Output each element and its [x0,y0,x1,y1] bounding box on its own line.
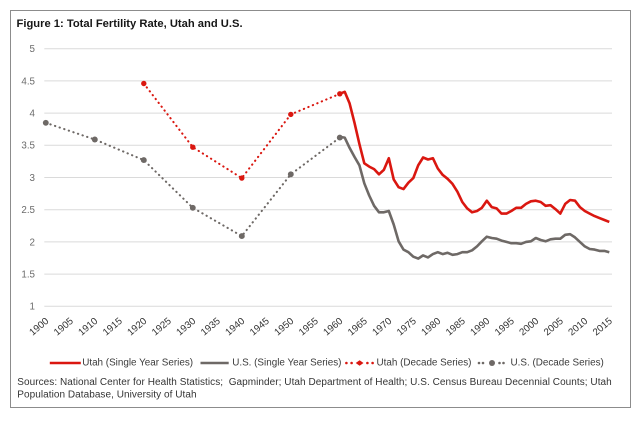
svg-text:Utah (Single Year Series): Utah (Single Year Series) [82,358,193,369]
svg-text:2.5: 2.5 [21,205,35,216]
svg-text:Population Database, Universit: Population Database, University of Utah [17,390,196,401]
svg-text:Sources: National Center for H: Sources: National Center for Health Stat… [17,377,611,388]
svg-text:U.S. (Decade Series): U.S. (Decade Series) [511,358,604,369]
svg-text:5: 5 [30,44,36,55]
svg-text:U.S. (Single Year Series): U.S. (Single Year Series) [232,358,341,369]
svg-text:1: 1 [30,302,35,313]
svg-text:2: 2 [30,237,35,248]
svg-text:4: 4 [30,109,36,120]
svg-text:3.5: 3.5 [21,141,35,152]
svg-text:Utah (Decade Series): Utah (Decade Series) [377,358,472,369]
svg-text:Figure 1: Total Fertility Rate: Figure 1: Total Fertility Rate, Utah and… [17,18,243,30]
svg-text:3: 3 [30,173,36,184]
svg-text:1.5: 1.5 [21,270,35,281]
svg-text:4.5: 4.5 [21,76,35,87]
